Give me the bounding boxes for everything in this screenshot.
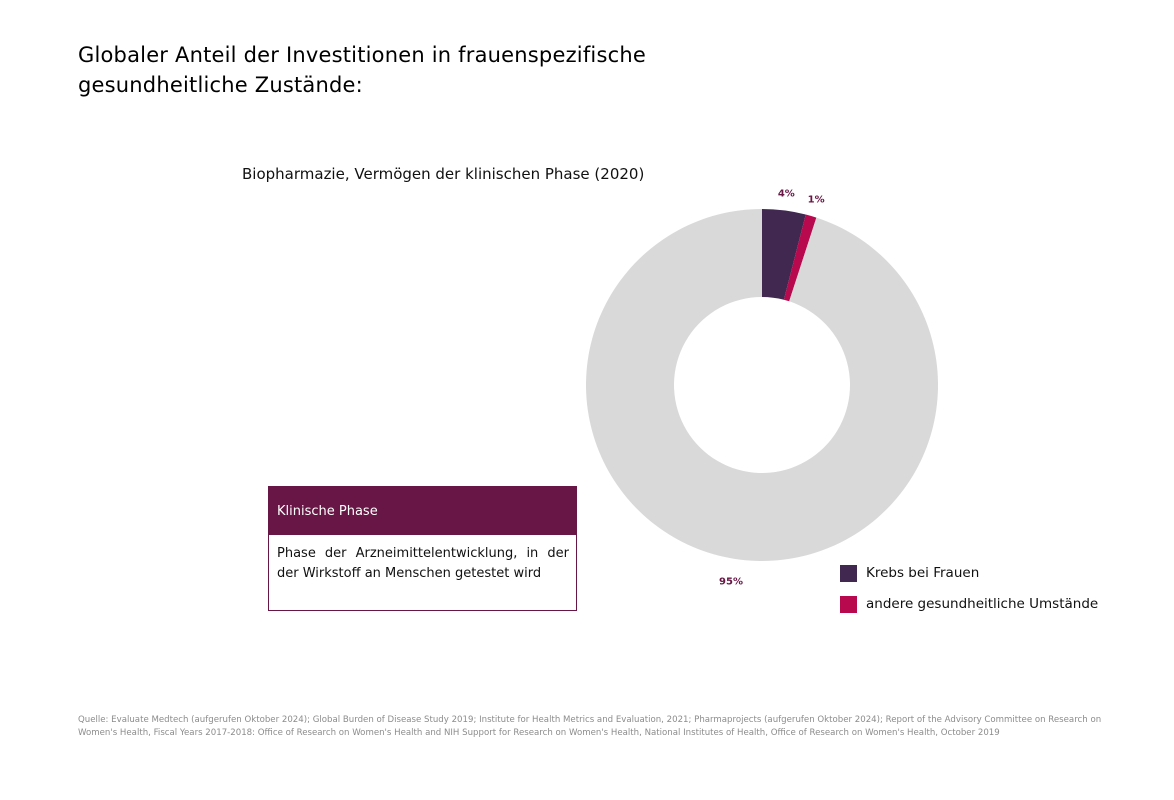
info-box-text: Phase der Arzneimittelentwicklung, in de…: [277, 546, 569, 581]
legend-label-1: andere gesundheitliche Umstände: [866, 596, 1099, 612]
legend-item-0: Krebs bei Frauen: [840, 564, 1098, 582]
legend-label-0: Krebs bei Frauen: [866, 565, 980, 581]
donut-label-0: 4%: [778, 189, 795, 200]
donut-label-1: 1%: [808, 195, 825, 206]
legend-swatch-0: [840, 564, 857, 582]
source-note: Quelle: Evaluate Medtech (aufgerufen Okt…: [78, 715, 1102, 738]
donut-slice-0: [762, 209, 806, 300]
donut-label-2: 95%: [719, 577, 743, 588]
legend-swatch-1: [840, 595, 857, 613]
info-box-clinical-phase: Klinische Phase Phase der Arzneimittelen…: [268, 486, 577, 611]
donut-slice-1: [783, 214, 817, 302]
chart-legend: Krebs bei Frauen andere gesundheitliche U…: [840, 564, 1098, 626]
chart-subtitle: Biopharmazie, Vermögen der klinischen Ph…: [242, 165, 645, 183]
donut-slice-2: [585, 209, 938, 561]
legend-item-1: andere gesundheitliche Umstände: [840, 595, 1098, 613]
info-box-heading: Klinische Phase: [269, 487, 576, 535]
page-title: Globaler Anteil der Investitionen in fra…: [78, 43, 646, 97]
